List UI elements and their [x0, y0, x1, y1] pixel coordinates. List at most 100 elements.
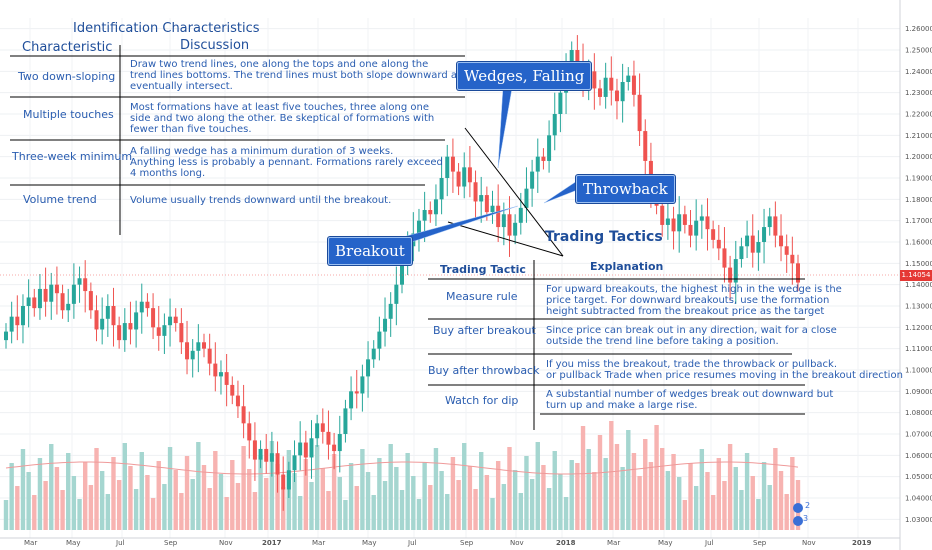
- y-tick-label: 1.17000: [905, 217, 932, 225]
- volume-bar: [331, 454, 337, 530]
- candle-body: [269, 453, 274, 462]
- volume-bar: [37, 458, 43, 530]
- candle-body: [722, 248, 727, 268]
- candle-body: [501, 214, 506, 228]
- candle-body: [507, 214, 512, 236]
- candle-body: [71, 284, 76, 304]
- breakout-callout[interactable]: Breakout: [328, 237, 412, 265]
- candle-body: [168, 316, 173, 326]
- volume-bar: [699, 449, 705, 530]
- candle-body: [196, 342, 201, 351]
- candle-body: [739, 246, 744, 260]
- candle-body: [235, 395, 240, 407]
- x-tick-label: Mar: [24, 539, 37, 547]
- volume-bar: [337, 477, 342, 530]
- volume-bar: [722, 481, 727, 530]
- candle-body: [9, 316, 14, 332]
- x-tick-label: Mar: [312, 539, 325, 547]
- y-tick-label: 1.25000: [905, 47, 932, 55]
- tradingview-logo-icon[interactable]: 2 3: [793, 501, 811, 527]
- candle-body: [716, 239, 721, 249]
- x-tick-label: 2019: [852, 539, 872, 547]
- volume-bar: [467, 466, 473, 530]
- y-tick-label: 1.12000: [905, 324, 932, 332]
- volume-bar: [541, 465, 546, 530]
- x-tick-label: Sep: [164, 539, 178, 547]
- volume-bar: [484, 475, 490, 530]
- volume-bar: [9, 463, 14, 530]
- volume-bar: [529, 479, 535, 530]
- candle-body: [26, 297, 31, 306]
- throwback-callout[interactable]: Throwback: [576, 175, 675, 203]
- volume-bar: [207, 488, 212, 530]
- volume-bar: [614, 444, 620, 530]
- volume-bar: [552, 451, 557, 530]
- candle-body: [428, 210, 433, 215]
- candle-body: [49, 284, 54, 302]
- candle-body: [394, 284, 399, 304]
- tactic-explanation: A substantial number of wedges break out…: [546, 389, 834, 411]
- volume-bar: [83, 462, 88, 530]
- y-tick-label: 1.03000: [905, 516, 932, 524]
- candle-body: [162, 325, 167, 336]
- candle-body: [264, 448, 269, 462]
- volume-bar: [394, 467, 399, 530]
- x-tick-label: Jul: [407, 539, 417, 547]
- candle-body: [252, 440, 257, 460]
- y-tick-label: 1.15000: [905, 260, 932, 268]
- volume-bar: [773, 448, 778, 530]
- candle-body: [450, 156, 455, 172]
- discussion-header: Discussion: [180, 38, 250, 53]
- volume-bar: [767, 485, 772, 530]
- candle-body: [111, 306, 116, 326]
- volume-bar: [575, 463, 580, 530]
- volume-bar: [688, 463, 693, 530]
- volume-bar: [224, 497, 229, 530]
- volume-bar: [756, 499, 761, 530]
- candle-body: [688, 224, 693, 236]
- wedges-falling-callout[interactable]: Wedges, Falling: [457, 62, 592, 90]
- y-tick-label: 1.20000: [905, 153, 932, 161]
- candle-body: [756, 242, 761, 253]
- candle-body: [524, 188, 529, 208]
- trading-tactics-title: Trading Tactics: [545, 229, 663, 245]
- volume-bar: [727, 444, 733, 530]
- candle-body: [779, 235, 784, 247]
- candle-body: [326, 431, 331, 445]
- volume-bar: [128, 466, 133, 530]
- volume-bar: [139, 452, 144, 530]
- volume-bar: [473, 489, 478, 530]
- volume-bar: [71, 476, 77, 530]
- candle-body: [750, 235, 755, 253]
- logo-count: 2: [805, 501, 811, 510]
- volume-bar: [292, 473, 297, 530]
- candle-body: [218, 372, 223, 377]
- candle-body: [213, 363, 218, 377]
- y-tick-label: 1.24000: [905, 68, 932, 76]
- volume-bar: [365, 472, 371, 530]
- y-tick-label: 1.19000: [905, 175, 932, 183]
- volume-bar: [269, 441, 275, 530]
- x-tick-label: 2017: [262, 539, 282, 547]
- candle-body: [745, 235, 750, 247]
- candle-body: [416, 220, 421, 234]
- x-tick-label: Mar: [607, 539, 620, 547]
- candle-body: [388, 303, 393, 319]
- tactic-explanation: If you miss the breakout, trade the thro…: [546, 359, 903, 381]
- y-tick-label: 1.14000: [905, 281, 932, 289]
- candle-body: [694, 220, 699, 236]
- volume-bar: [744, 453, 750, 530]
- volume-bar: [411, 476, 416, 530]
- characteristic-description: Draw two trend lines, one along the tops…: [130, 59, 470, 92]
- volume-bar: [32, 495, 37, 530]
- volume-bar: [761, 462, 767, 530]
- candle-body: [711, 229, 716, 240]
- candle-body: [94, 310, 99, 330]
- volume-bar: [399, 490, 405, 530]
- x-tick-label: Jul: [704, 539, 714, 547]
- y-tick-label: 1.13000: [905, 303, 932, 311]
- candle-body: [490, 205, 495, 213]
- identification-title: Identification Characteristics: [73, 21, 260, 36]
